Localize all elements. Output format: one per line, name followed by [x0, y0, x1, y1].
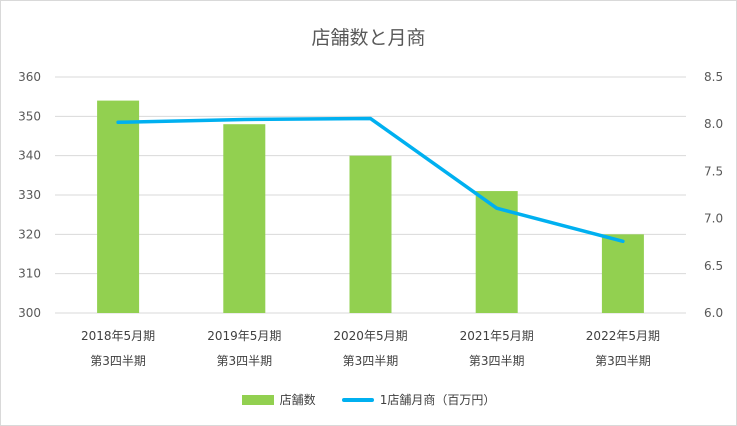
y-left-tick-label: 350 [18, 109, 41, 123]
y-right-tick-label: 6.5 [704, 259, 723, 273]
y-right-tick-label: 7.5 [704, 164, 723, 178]
y-left-tick-label: 310 [18, 267, 41, 281]
y-left-tick-label: 360 [18, 70, 41, 84]
x-tick-label: 第3四半期 [216, 354, 272, 368]
y-left-tick-label: 330 [18, 188, 41, 202]
bar [601, 234, 644, 313]
x-tick-label: 2022年5月期 [586, 329, 660, 343]
y-right-tick-label: 7.0 [704, 212, 723, 226]
x-tick-label: 2019年5月期 [207, 329, 281, 343]
chart-title: 店舗数と月商 [311, 27, 426, 49]
x-tick-label: 第3四半期 [469, 354, 525, 368]
y-left-tick-label: 300 [18, 306, 41, 320]
y-right-tick-label: 8.0 [704, 117, 723, 131]
y-right-tick-label: 6.0 [704, 306, 723, 320]
legend-swatch-line [341, 397, 374, 402]
x-tick-label: 第3四半期 [343, 354, 399, 368]
x-tick-label: 第3四半期 [595, 354, 651, 368]
y-left-tick-label: 340 [18, 149, 41, 163]
y-left-tick-label: 320 [18, 227, 41, 241]
legend-label-monthly-sales: 1店舗月商（百万円） [379, 393, 496, 407]
x-tick-label: 2020年5月期 [333, 329, 407, 343]
legend-item-monthly-sales: 1店舗月商（百万円） [341, 391, 496, 408]
chart-legend: 店舗数 1店舗月商（百万円） [1, 391, 736, 408]
x-tick-label: 2021年5月期 [460, 329, 534, 343]
bar [223, 124, 266, 313]
x-tick-label: 第3四半期 [90, 354, 146, 368]
legend-item-stores: 店舗数 [241, 391, 316, 408]
legend-swatch-bar [241, 394, 274, 405]
bar [97, 100, 140, 313]
line-series-monthly-sales [116, 116, 625, 244]
y-right-tick-label: 8.5 [704, 70, 723, 84]
x-tick-label: 2018年5月期 [81, 329, 155, 343]
bar [349, 155, 392, 313]
legend-label-stores: 店舗数 [279, 393, 316, 407]
